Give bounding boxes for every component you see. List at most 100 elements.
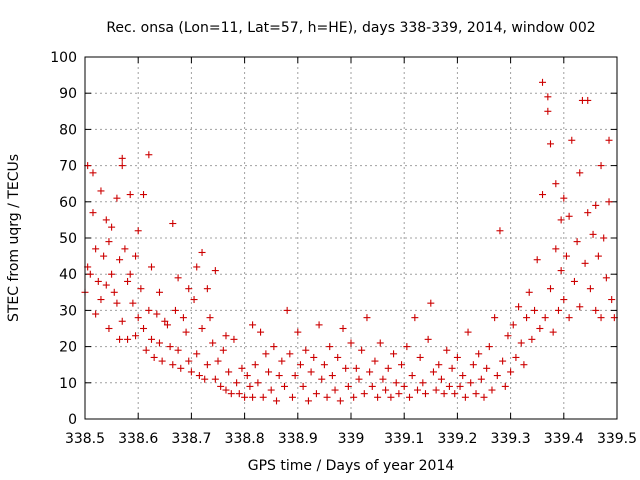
data-point xyxy=(110,288,118,296)
data-point xyxy=(238,364,246,372)
x-tick-label: 339 xyxy=(338,431,365,447)
data-point xyxy=(161,317,169,325)
data-point xyxy=(485,343,493,351)
data-point xyxy=(445,382,453,390)
data-point xyxy=(198,248,206,256)
data-point xyxy=(453,353,461,361)
data-point xyxy=(547,285,554,293)
data-point xyxy=(155,288,163,296)
x-tick-label: 339.3 xyxy=(491,431,531,447)
data-point xyxy=(302,346,310,354)
data-point xyxy=(235,390,243,398)
data-point xyxy=(597,314,605,322)
data-point xyxy=(387,393,395,401)
y-tick-label: 80 xyxy=(59,122,77,138)
y-tick-label: 100 xyxy=(50,50,77,66)
data-point xyxy=(281,382,288,390)
plot-frame xyxy=(84,56,618,420)
data-point xyxy=(334,353,342,361)
data-points xyxy=(81,78,618,405)
data-point xyxy=(185,285,193,293)
data-point xyxy=(304,397,312,405)
data-point xyxy=(222,332,230,340)
data-point xyxy=(171,306,179,314)
data-point xyxy=(390,350,398,358)
data-point xyxy=(581,259,589,267)
data-point xyxy=(307,368,315,376)
data-point xyxy=(576,169,584,177)
data-point xyxy=(273,397,281,405)
data-point xyxy=(552,180,560,188)
data-point xyxy=(448,364,456,372)
data-point xyxy=(382,386,390,394)
data-point xyxy=(86,270,94,278)
data-point xyxy=(219,346,227,354)
x-tick-label: 339.1 xyxy=(384,431,424,447)
data-point xyxy=(323,393,331,401)
data-point xyxy=(270,343,278,351)
data-point xyxy=(230,335,238,343)
x-tick-label: 338.8 xyxy=(225,431,265,447)
data-point xyxy=(557,216,565,224)
data-point xyxy=(437,375,445,383)
data-point xyxy=(539,191,547,199)
data-point xyxy=(299,382,307,390)
data-point xyxy=(97,296,105,304)
data-point xyxy=(408,372,416,380)
data-point xyxy=(193,350,201,358)
data-point xyxy=(355,375,363,383)
data-point xyxy=(206,314,214,322)
data-point xyxy=(118,317,126,325)
data-point xyxy=(547,140,554,148)
x-axis-label: GPS time / Days of year 2014 xyxy=(248,458,455,474)
data-point xyxy=(132,252,140,260)
data-point xyxy=(227,390,235,398)
data-point xyxy=(586,285,594,293)
data-point xyxy=(483,364,491,372)
data-point xyxy=(565,212,573,220)
data-point xyxy=(179,314,187,322)
y-tick-label: 20 xyxy=(59,340,77,356)
data-point xyxy=(124,335,132,343)
data-point xyxy=(163,321,171,329)
data-point xyxy=(150,353,158,361)
data-point xyxy=(594,252,602,260)
data-point xyxy=(461,393,469,401)
data-point xyxy=(576,303,584,311)
data-point xyxy=(536,325,544,332)
x-tick-label: 338.9 xyxy=(278,431,318,447)
data-point xyxy=(440,390,448,398)
data-point xyxy=(134,314,142,322)
data-point xyxy=(384,364,392,372)
data-point xyxy=(126,270,134,278)
data-point xyxy=(92,245,100,253)
data-point xyxy=(499,357,507,365)
data-point xyxy=(233,379,241,387)
data-point xyxy=(358,346,366,354)
data-point xyxy=(336,397,344,405)
data-point xyxy=(467,379,475,387)
data-point xyxy=(225,368,233,376)
data-point xyxy=(501,382,509,390)
y-tick-label: 50 xyxy=(59,231,77,247)
data-point xyxy=(217,382,225,390)
data-point xyxy=(201,375,209,383)
data-point xyxy=(296,361,304,369)
data-point xyxy=(328,372,336,380)
y-tick-label: 10 xyxy=(59,376,77,392)
data-point xyxy=(605,136,613,144)
data-point xyxy=(589,230,597,238)
data-point xyxy=(203,361,211,369)
data-point xyxy=(541,314,549,322)
data-point xyxy=(472,390,480,398)
data-point xyxy=(554,306,562,314)
data-point xyxy=(243,372,251,380)
data-point xyxy=(310,353,318,361)
data-point xyxy=(360,390,368,398)
data-point xyxy=(533,256,541,264)
data-point xyxy=(363,314,371,322)
data-point xyxy=(126,191,134,199)
data-point xyxy=(92,310,100,318)
data-point xyxy=(352,364,360,372)
data-point xyxy=(193,263,201,271)
